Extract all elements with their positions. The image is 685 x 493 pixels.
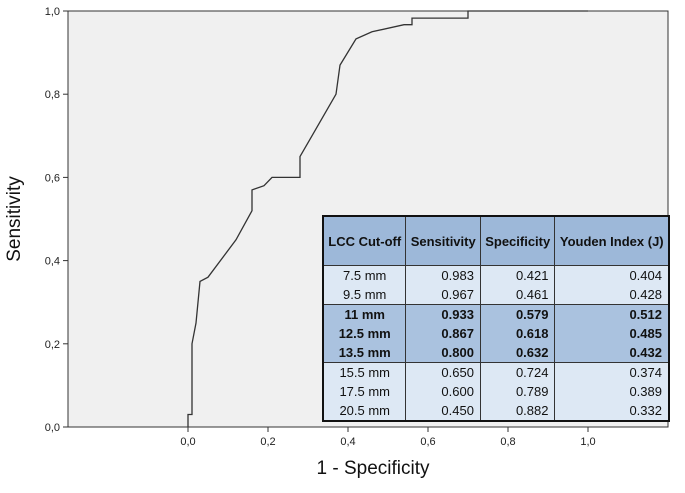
table-header-cell: Youden Index (J)	[554, 215, 670, 266]
table-cell-cutoff: 9.5 mm	[322, 285, 407, 305]
table-cell-youden: 0.428	[554, 285, 670, 305]
table-cell-youden: 0.485	[554, 324, 670, 343]
roc-curve-line	[187, 10, 588, 427]
table-cell-specificity: 0.618	[479, 324, 556, 343]
table-cell-specificity: 0.632	[479, 343, 556, 363]
table-cell-sensitivity: 0.967	[405, 285, 481, 305]
table-cell-sensitivity: 0.867	[405, 324, 481, 343]
x-tick-label: 1,0	[580, 436, 595, 448]
table-cell-specificity: 0.421	[479, 265, 556, 285]
table-cell-sensitivity: 0.650	[405, 362, 481, 382]
table-row: 7.5 mm 0.983 0.421 0.404	[322, 265, 670, 285]
table-cell-sensitivity: 0.800	[405, 343, 481, 363]
y-axis-title: Sensitivity	[4, 176, 25, 262]
table-cell-cutoff: 15.5 mm	[322, 362, 407, 382]
table-cell-specificity: 0.724	[479, 362, 556, 382]
table-header-cell: Sensitivity	[405, 215, 481, 266]
y-tick-label: 1,0	[45, 6, 60, 18]
y-tick-label: 0,4	[45, 256, 60, 268]
table-cell-cutoff: 13.5 mm	[322, 343, 407, 363]
table-cell-cutoff: 7.5 mm	[322, 265, 407, 285]
table-row: 15.5 mm 0.650 0.724 0.374	[322, 362, 670, 382]
table-row: 11 mm 0.933 0.579 0.512	[322, 304, 670, 324]
table-cell-sensitivity: 0.933	[405, 304, 481, 324]
table-cell-specificity: 0.579	[479, 304, 556, 324]
x-tick-label: 0,4	[340, 436, 355, 448]
table-cell-youden: 0.404	[554, 265, 670, 285]
table-cell-sensitivity: 0.983	[405, 265, 481, 285]
table-cell-youden: 0.332	[554, 401, 670, 421]
x-tick-label: 0,0	[180, 436, 195, 448]
table-cell-youden: 0.512	[554, 304, 670, 324]
table-cell-youden: 0.432	[554, 343, 670, 363]
table-header-cell: Specificity	[479, 215, 556, 266]
table-row: 13.5 mm 0.800 0.632 0.432	[322, 343, 670, 363]
x-axis-title: 1 - Specificity	[317, 458, 430, 479]
y-tick-label: 0,0	[45, 422, 60, 434]
table-cell-cutoff: 12.5 mm	[322, 324, 407, 343]
table-cell-youden: 0.389	[554, 382, 670, 401]
table-cell-cutoff: 11 mm	[322, 304, 407, 324]
table-cell-youden: 0.374	[554, 362, 670, 382]
y-tick-label: 0,6	[45, 172, 60, 184]
x-tick-label: 0,8	[500, 436, 515, 448]
y-tick-label: 0,2	[45, 339, 60, 351]
table-cell-sensitivity: 0.600	[405, 382, 481, 401]
table-row: 12.5 mm 0.867 0.618 0.485	[322, 324, 670, 343]
table-cell-specificity: 0.461	[479, 285, 556, 305]
table-cell-cutoff: 20.5 mm	[322, 401, 407, 421]
table-row: 17.5 mm 0.600 0.789 0.389	[322, 382, 670, 401]
table-cell-specificity: 0.789	[479, 382, 556, 401]
x-tick-label: 0,2	[260, 436, 275, 448]
table-cell-cutoff: 17.5 mm	[322, 382, 407, 401]
table-cell-sensitivity: 0.450	[405, 401, 481, 421]
y-tick-label: 0,8	[45, 89, 60, 101]
table-header-row: LCC Cut-off Sensitivity Specificity Youden …	[322, 215, 670, 266]
table-row: 20.5 mm 0.450 0.882 0.332	[322, 401, 670, 421]
cutoff-table: LCC Cut-off Sensitivity Specificity Youden …	[322, 215, 670, 422]
table-row: 9.5 mm 0.967 0.461 0.428	[322, 285, 670, 305]
table-header-cell: LCC Cut-off	[322, 215, 407, 266]
x-tick-label: 0,6	[420, 436, 435, 448]
table-cell-specificity: 0.882	[479, 401, 556, 421]
